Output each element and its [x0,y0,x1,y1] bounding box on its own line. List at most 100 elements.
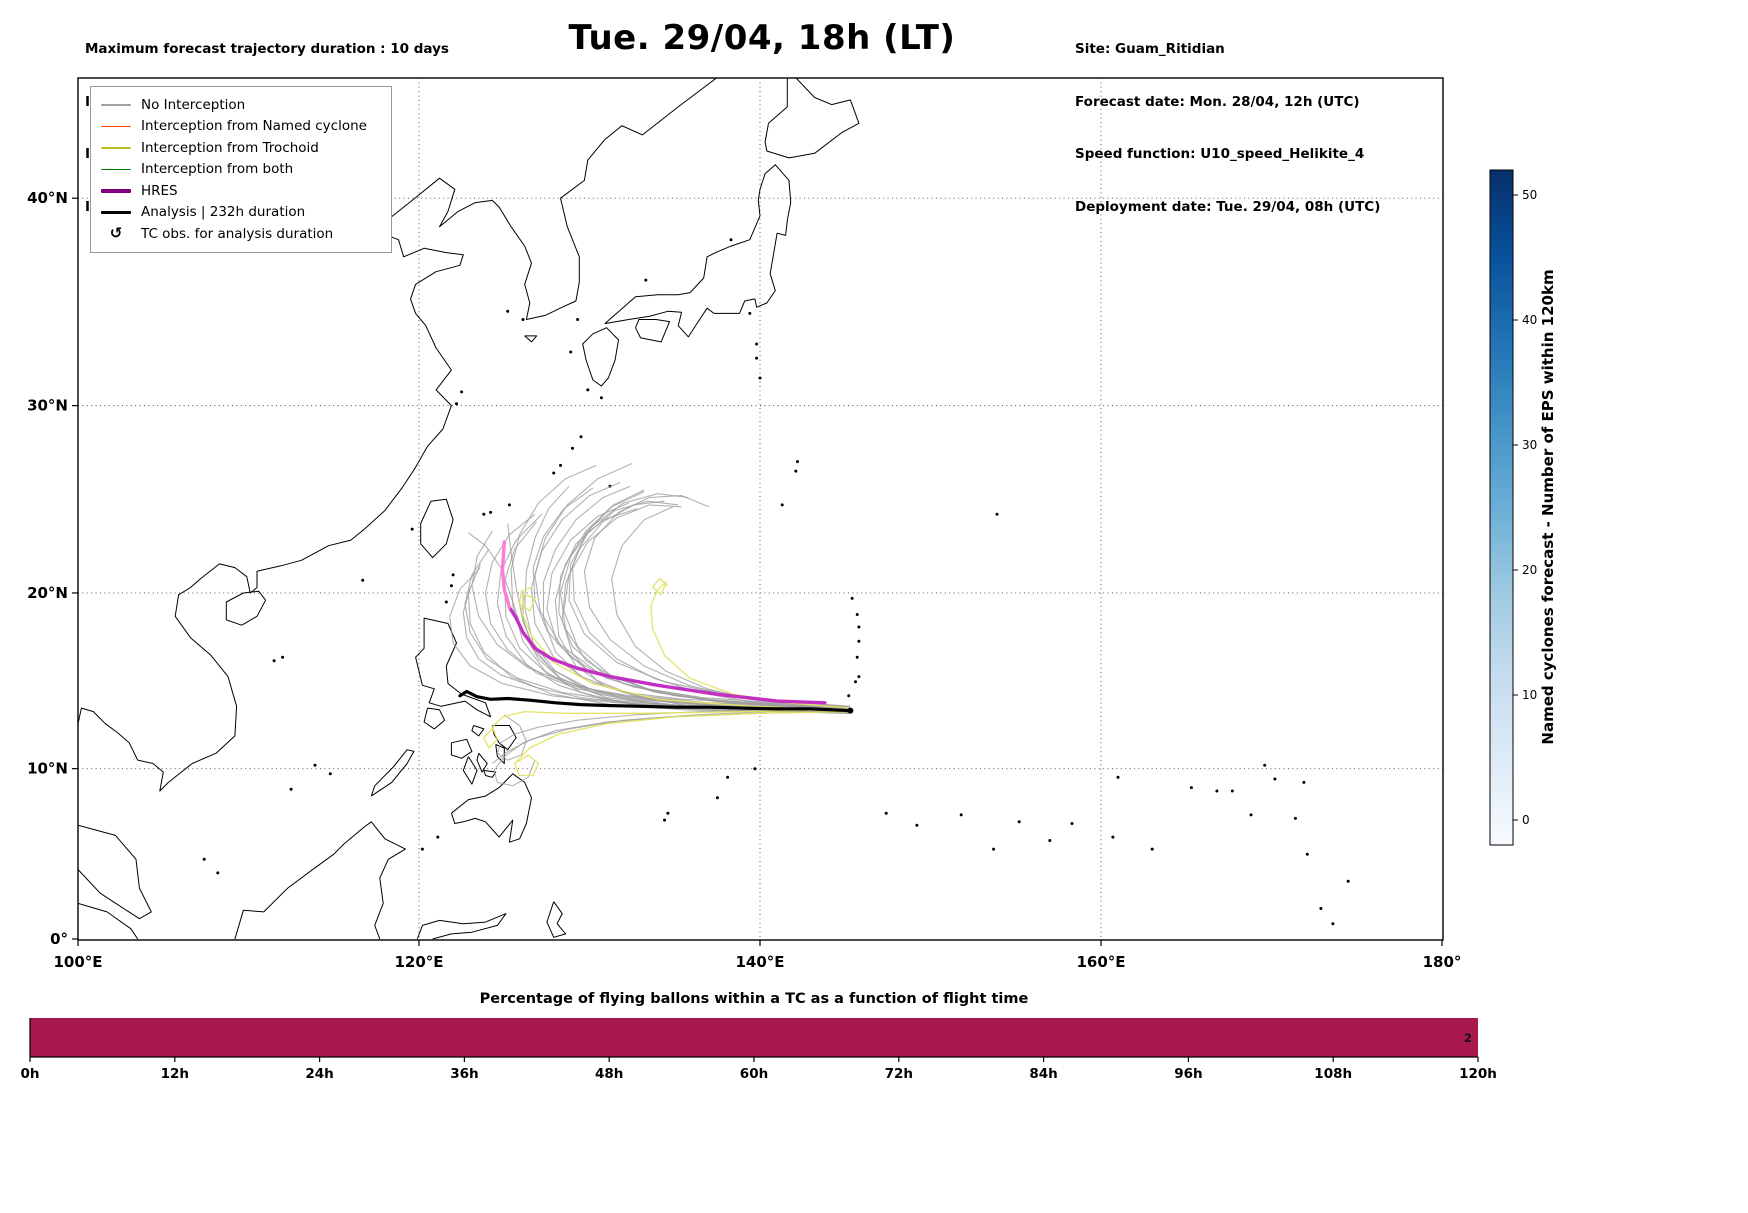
island-dot [857,639,861,643]
legend-line-swatch [101,210,131,214]
island-dot [915,823,919,827]
island-dot [1346,879,1350,883]
y-axis-tick-label: 20°N [27,584,68,602]
island-dot [482,512,486,516]
island-dot [328,772,332,776]
legend-line-swatch [101,147,131,149]
ensemble-track-no-interception [493,711,849,787]
ensemble-track-no-interception [546,502,851,708]
coastline [78,824,152,920]
legend-item: No Interception [101,94,381,116]
island-dot [586,388,590,392]
tc-obs-icon: ↺ [109,224,123,243]
ensemble-track-no-interception [484,513,851,711]
island-dot [992,847,996,851]
bottom-chart-tick-label: 48h [595,1066,623,1082]
y-axis-tick-label: 40°N [27,189,68,207]
island-dot [202,857,206,861]
island-dot [599,396,603,400]
bottom-chart-tick-label: 96h [1174,1066,1202,1082]
coastline [462,756,478,785]
y-axis-tick-label: 0° [50,930,68,948]
flight-time-bar [30,1018,1478,1057]
island-dot [748,311,752,315]
coastline [370,749,415,797]
coastline [582,327,619,387]
ensemble-track-no-interception [611,506,851,709]
ensemble-track-no-interception [534,462,849,709]
coastline [604,164,792,338]
coastline [416,913,507,940]
island-dot [663,818,666,822]
y-axis-tick-label: 10°N [27,760,68,778]
ensemble-track-no-interception [563,504,851,711]
island-dot [884,811,888,815]
ensemble-track-no-interception [561,500,851,713]
colorbar-tick-label: 0 [1522,813,1530,827]
ensemble-track-no-interception [571,491,851,711]
bar-annotation: 2 [1464,1031,1472,1045]
island-dot [281,655,285,659]
island-dot [666,811,670,815]
legend-line-swatch [101,104,131,106]
bottom-chart-tick-label: 72h [885,1066,913,1082]
island-dot [272,659,276,663]
param-max-duration: Maximum forecast trajectory duration : 1… [85,41,449,57]
island-dot [1048,839,1052,842]
meta-forecast-date: Forecast date: Mon. 28/04, 12h (UTC) [1075,93,1360,110]
bottom-chart-tick-label: 12h [161,1066,189,1082]
island-dot [436,835,440,839]
ensemble-track-no-interception [467,563,849,713]
bottom-chart-tick-label: 60h [740,1066,768,1082]
ensemble-track-trochoid [483,709,851,749]
island-dot [552,471,556,475]
island-dot [850,596,854,600]
island-dot [726,775,730,779]
meta-deployment-date: Deployment date: Tue. 29/04, 08h (UTC) [1075,198,1381,215]
bottom-chart-tick-label: 108h [1314,1066,1352,1082]
island-dot [857,675,861,679]
island-dot [644,278,648,282]
figure-title: Tue. 29/04, 18h (LT) [568,18,956,58]
island-dot [1273,777,1277,781]
legend-item: HRES [101,180,381,202]
colorbar-label: Named cyclones forecast - Number of EPS … [1539,269,1557,744]
island-dot [444,600,448,604]
island-dot [1331,922,1335,926]
coastline [78,902,139,940]
coastline [546,901,567,938]
island-dot [755,342,759,346]
island-dot [289,787,293,791]
island-dot [1070,822,1074,825]
x-axis-tick-label: 160°E [1076,953,1125,971]
island-dot [1116,775,1120,779]
island-dot [1302,780,1306,784]
coastline [225,590,267,626]
island-dot [959,813,963,817]
island-dot [451,573,455,577]
ensemble-track-no-interception [503,521,849,710]
island-dot [559,463,562,467]
legend-line-swatch [101,125,131,127]
ensemble-track-no-interception [449,567,851,711]
island-dot [1305,852,1309,856]
island-dot [1215,789,1219,793]
island-dot [576,318,580,321]
legend-item-label: No Interception [141,96,246,113]
ensemble-track-no-interception [558,508,851,711]
legend-item: Interception from Trochoid [101,137,381,159]
legend-item-label: Analysis | 232h duration [141,204,306,221]
island-dot [449,584,453,588]
island-dot [216,871,220,875]
legend-item: Interception from both [101,159,381,181]
legend-line-swatch [101,168,131,170]
bottom-chart-tick-label: 84h [1029,1066,1057,1082]
meta-site: Site: Guam_Ritidian [1075,41,1225,57]
coastline [476,752,488,773]
bottom-chart-title: Percentage of flying ballons within a TC… [479,991,1029,1007]
legend-line-swatch [101,210,131,214]
island-dot [794,469,798,473]
island-dot [1189,786,1193,790]
island-dot [847,694,851,698]
coastline [234,821,406,940]
